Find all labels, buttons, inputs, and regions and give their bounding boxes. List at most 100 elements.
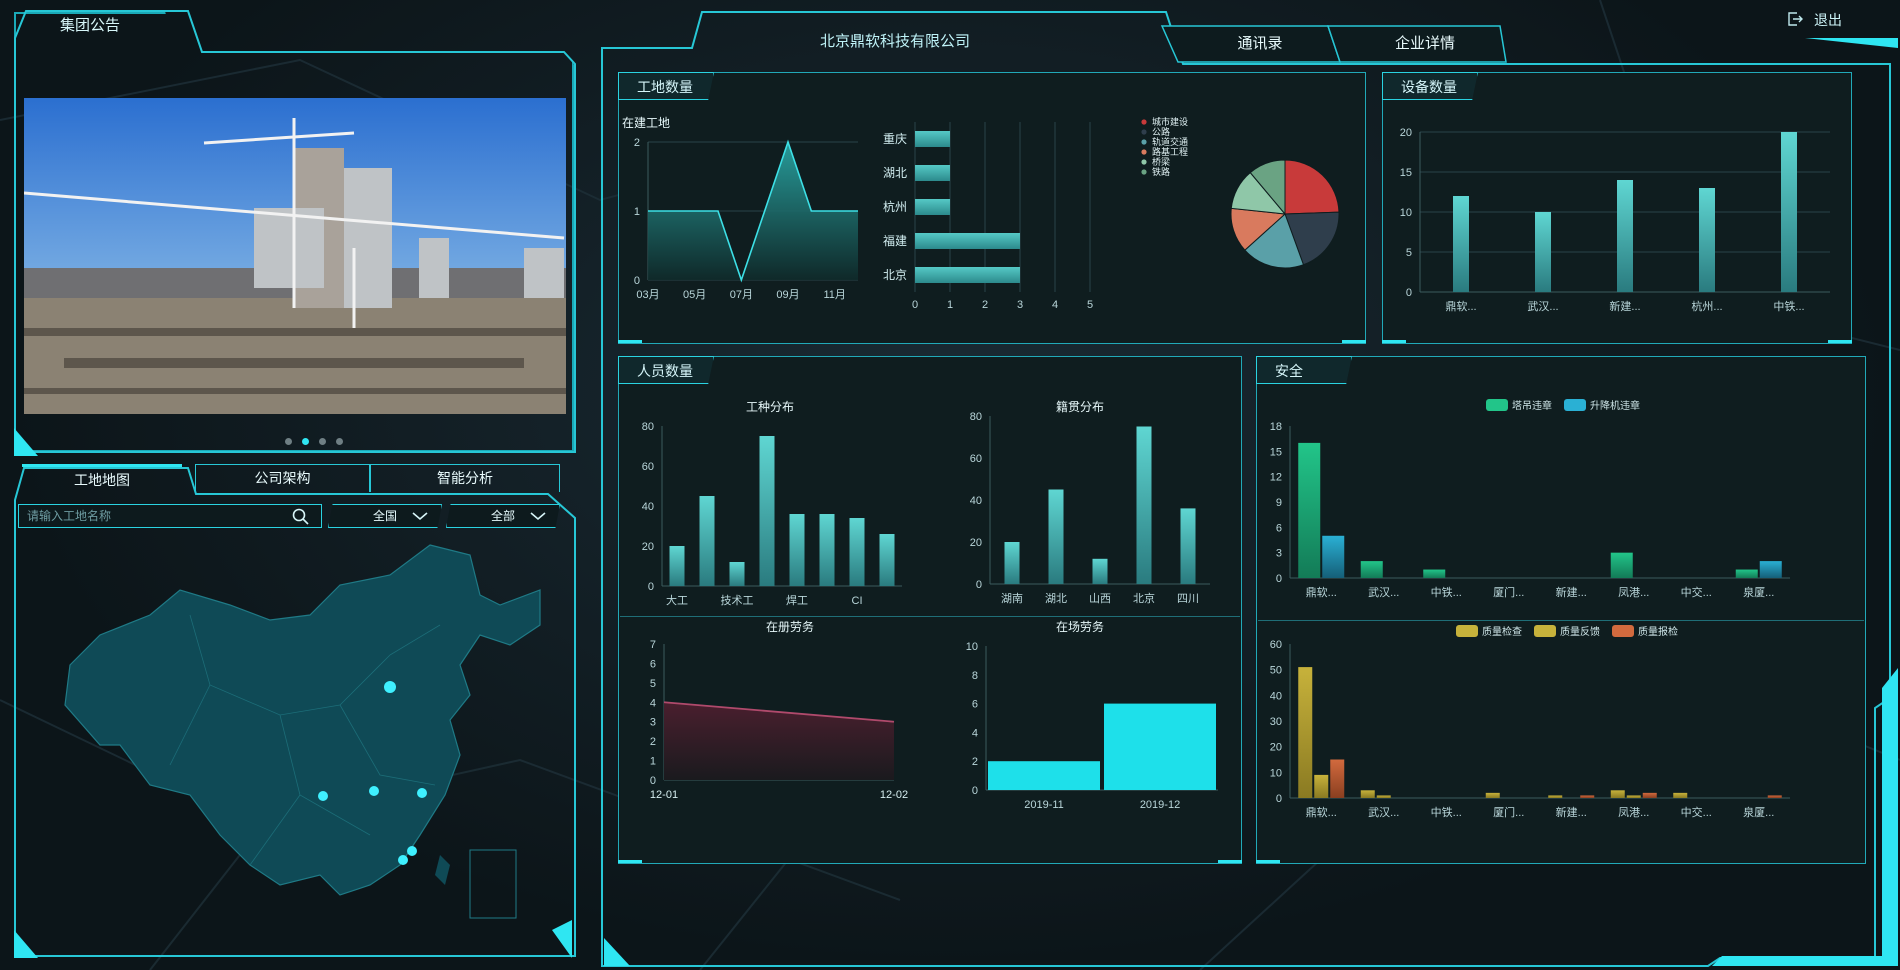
y-tick-label: 1 [634, 206, 640, 218]
x-tick-label: 凤港... [1618, 586, 1649, 599]
chevron-down-icon[interactable] [412, 511, 428, 521]
legend-label: 公路 [1152, 126, 1170, 137]
bar [699, 496, 715, 586]
bar [1298, 442, 1321, 578]
y-tick-label: 福建 [883, 233, 907, 248]
logout-button[interactable]: 退出 [1814, 12, 1842, 28]
china-map[interactable] [40, 535, 550, 935]
y-tick-label: 2 [650, 736, 656, 748]
bar [915, 233, 1020, 249]
bar [1322, 535, 1345, 578]
legend-label: 升降机违章 [1590, 399, 1640, 412]
corner-accent [618, 860, 642, 863]
safety-bottom-chart: 0 10 20 30 40 50 60 鼎软... 武汉... 中铁... 厦门... 新建... 凤港… [1270, 625, 1790, 819]
work-type-chart: 0 20 40 60 80 大工 技术工 焊工 CI [642, 421, 902, 607]
origin-title: 籍贯分布 [1055, 400, 1104, 414]
legend-swatch [1141, 149, 1147, 155]
search-icon[interactable] [292, 508, 310, 526]
bar [1314, 774, 1329, 798]
y-tick-label: 80 [642, 421, 654, 433]
bar [1004, 542, 1020, 584]
x-tick-label: 焊工 [786, 593, 808, 607]
bar [1330, 759, 1345, 798]
bar [849, 518, 865, 586]
pie-slice [1249, 159, 1286, 216]
work-type-title: 工种分布 [745, 400, 794, 414]
y-tick-label: 2 [972, 756, 978, 768]
site-line-title: 在建工地 [622, 116, 671, 130]
y-tick-label: 1 [650, 756, 656, 768]
y-tick-label: 60 [970, 453, 982, 465]
bar [1104, 703, 1216, 790]
legend-label: 质量检查 [1482, 625, 1522, 638]
x-tick-label: 厦门... [1493, 805, 1524, 819]
carousel-dot[interactable] [285, 438, 292, 445]
y-tick-label: 8 [972, 670, 978, 682]
x-tick-label: 凤港... [1618, 806, 1649, 819]
y-tick-label: 12 [1270, 472, 1282, 484]
safety-panel [1256, 356, 1866, 864]
tab-smart-analysis[interactable]: 智能分析 [370, 464, 560, 492]
bar [789, 514, 805, 586]
chevron-down-icon[interactable] [530, 511, 546, 521]
type-select-value: 全部 [490, 509, 515, 523]
tab-contacts[interactable]: 通讯录 [1237, 35, 1283, 52]
tab-org-structure[interactable]: 公司架构 [195, 464, 370, 492]
bar [1626, 795, 1641, 798]
bar [1642, 792, 1657, 798]
carousel-dot[interactable] [319, 438, 326, 445]
x-tick-label: 4 [1052, 299, 1058, 311]
y-tick-label: 4 [972, 727, 978, 739]
y-tick-label: 0 [648, 581, 654, 593]
bar [988, 761, 1100, 790]
onsite-chart: 0 2 4 6 8 10 2019-11 2019-12 [966, 641, 1218, 811]
region-select[interactable]: 全国 [328, 504, 442, 528]
y-tick-label: 0 [1406, 287, 1412, 299]
tab-site-map[interactable]: 工地地图 [22, 464, 182, 495]
y-tick-label: 60 [642, 461, 654, 473]
bar [1781, 132, 1797, 292]
carousel-dot[interactable] [336, 438, 343, 445]
legend-swatch [1141, 159, 1147, 165]
bar [1535, 212, 1551, 292]
bar [729, 562, 745, 586]
y-tick-label: 18 [1270, 421, 1282, 433]
x-tick-label: 泉厦... [1743, 805, 1774, 819]
tab-company-details[interactable]: 企业详情 [1394, 35, 1455, 52]
origin-chart: 0 20 40 60 80 湖南 湖北 山西 北京 四川 [970, 411, 1210, 605]
x-tick-label: 四川 [1177, 593, 1199, 605]
y-tick-label: 50 [1270, 665, 1282, 677]
series-line [648, 139, 858, 283]
logout-icon[interactable] [1786, 10, 1804, 28]
safety-title: 安全 [1256, 356, 1352, 384]
x-tick-label: 北京 [1133, 591, 1155, 605]
bar [1735, 569, 1758, 578]
device-count-title: 设备数量 [1382, 72, 1478, 100]
legend-label: 轨道交通 [1152, 136, 1188, 147]
legend-swatch [1612, 625, 1634, 637]
y-tick-label: 6 [972, 699, 978, 711]
corner-accent [1828, 340, 1852, 343]
y-tick-label: 20 [1400, 127, 1412, 139]
bar [1092, 558, 1108, 584]
x-tick-label: 新建... [1556, 585, 1587, 599]
corner-accent [1218, 860, 1242, 863]
company-title: 北京鼎软科技有限公司 [819, 33, 970, 50]
construction-photo[interactable] [24, 98, 566, 414]
y-tick-label: 4 [650, 697, 656, 709]
legend-swatch [1486, 399, 1508, 411]
bar [1759, 561, 1782, 578]
carousel-dot-active[interactable] [302, 438, 309, 445]
y-tick-label: 80 [970, 411, 982, 423]
area [648, 142, 858, 280]
bar [1360, 561, 1383, 578]
x-tick-label: 新建... [1556, 805, 1587, 819]
x-tick-label: 技术工 [721, 594, 754, 607]
bar [915, 131, 950, 147]
y-tick-label: 3 [1276, 548, 1282, 560]
site-search-input[interactable]: 请输入工地名称 [18, 504, 322, 528]
site-line-chart: 0 1 2 03月 05月 07月 09月 11月 [634, 137, 858, 301]
corner-accent [1342, 340, 1366, 343]
y-tick-label: 重庆 [883, 132, 907, 146]
